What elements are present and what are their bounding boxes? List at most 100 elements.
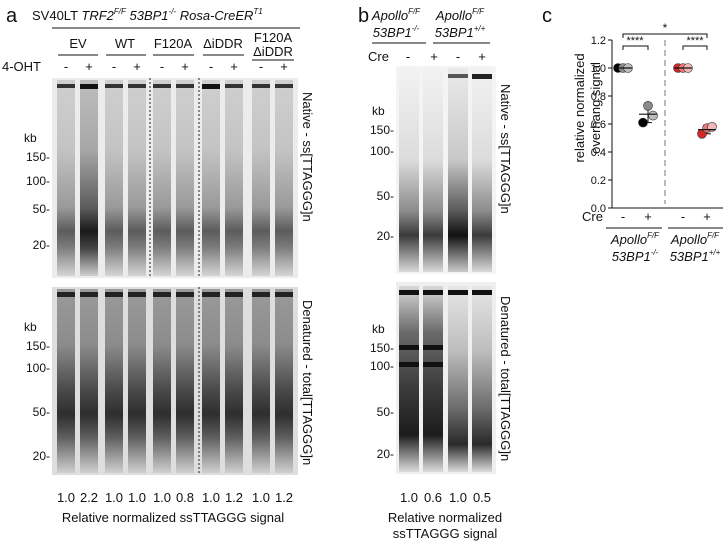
- panel-c: c relative normalized overhang signal 0.…: [542, 5, 723, 264]
- c-genotype-2-line1: ApolloF/F: [670, 231, 720, 247]
- svg-text:20-: 20-: [377, 229, 394, 243]
- c-treatment-signs: - + - +: [621, 209, 711, 224]
- ladder-top: 150- 100- 50- 20-: [26, 150, 50, 252]
- c-genotype-1-line1: ApolloF/F: [610, 231, 660, 247]
- svg-text:20-: 20-: [33, 238, 50, 252]
- group-label-wt: WT: [115, 36, 135, 51]
- b-gel-label-denatured: Denatured - total[TTAGGG]n: [498, 296, 513, 461]
- svg-text:0.5: 0.5: [473, 490, 491, 505]
- c-genotype-2-line2: 53BP1+/+: [670, 248, 721, 264]
- treatment-label-4oht: 4-OHT: [2, 59, 41, 74]
- svg-text:-: -: [406, 49, 410, 64]
- svg-text:-: -: [681, 209, 685, 224]
- b-gel-label-native: Native - ss[TTAGGG]n: [498, 84, 513, 214]
- sign-minus: -: [259, 59, 263, 74]
- group-label-idddr: ΔiDDR: [203, 36, 243, 51]
- svg-text:150-: 150-: [370, 341, 394, 355]
- well-bands: [399, 290, 492, 367]
- svg-text:100-: 100-: [370, 144, 394, 158]
- svg-text:100-: 100-: [370, 359, 394, 373]
- lane-signs: - + - + - + - + - +: [64, 59, 288, 74]
- b-lane-signs: - + - +: [406, 49, 486, 64]
- svg-text:1.0: 1.0: [449, 490, 467, 505]
- sign-minus: -: [160, 59, 164, 74]
- gel-lanes: [57, 289, 293, 473]
- panel-a-letter: a: [6, 5, 18, 27]
- kb-label: kb: [24, 131, 37, 145]
- b-genotype-2-line2: 53BP1+/+: [435, 24, 486, 40]
- svg-text:100-: 100-: [26, 361, 50, 375]
- svg-text:150-: 150-: [370, 123, 394, 137]
- c-y-tick-label: 1.0: [591, 63, 606, 75]
- well-bands: [57, 292, 293, 297]
- sign-plus: +: [85, 59, 93, 74]
- svg-text:1.0: 1.0: [105, 490, 123, 505]
- svg-text:1.0: 1.0: [202, 490, 220, 505]
- kb-label: kb: [372, 104, 385, 118]
- group-label-f120a-combo: F120A: [254, 30, 293, 45]
- sign-plus: +: [280, 59, 288, 74]
- svg-text:50-: 50-: [33, 202, 50, 216]
- b-genotype-1-line2: 53BP1-/-: [373, 24, 420, 40]
- gel-b-denatured: [396, 282, 496, 474]
- svg-text:2.2: 2.2: [80, 490, 98, 505]
- c-genotype-1-line2: 53BP1-/-: [612, 248, 659, 264]
- b-genotype-2-line1: ApolloF/F: [435, 7, 485, 23]
- b-genotype-1-line1: ApolloF/F: [371, 7, 421, 23]
- gel-a-denatured: [52, 287, 298, 475]
- gel-a-native: [52, 78, 298, 278]
- c-y-tick-label: 1.2: [591, 35, 606, 47]
- c-data-point: [648, 110, 658, 121]
- ladder-b-top: 150- 100- 50- 20-: [370, 123, 394, 243]
- sign-minus: -: [209, 59, 213, 74]
- svg-text:1.0: 1.0: [252, 490, 270, 505]
- svg-text:-: -: [456, 49, 460, 64]
- panel-b: b ApolloF/F 53BP1-/- ApolloF/F 53BP1+/+ …: [358, 5, 513, 541]
- kb-label: kb: [24, 320, 37, 334]
- kb-label: kb: [372, 322, 385, 336]
- quant-values-a: 1.0 2.2 1.0 1.0 1.0 0.8 1.0 1.2 1.0 1.2: [57, 490, 293, 505]
- b-treatment-cre: Cre: [368, 49, 389, 64]
- footer-b-line1: Relative normalized: [388, 510, 502, 525]
- well-bands: [57, 84, 293, 89]
- c-sig-bracket-between: [622, 33, 708, 38]
- c-treatment-cre: Cre: [582, 209, 603, 224]
- svg-text:+: +: [703, 209, 711, 224]
- svg-text:+: +: [430, 49, 438, 64]
- ladder-bottom: 150- 100- 50- 20-: [26, 339, 50, 463]
- svg-text:150-: 150-: [26, 150, 50, 164]
- svg-text:50-: 50-: [33, 405, 50, 419]
- sign-minus: -: [112, 59, 116, 74]
- svg-text:1.0: 1.0: [57, 490, 75, 505]
- c-data-point: [643, 101, 653, 111]
- sign-plus: +: [181, 59, 189, 74]
- svg-text:1.0: 1.0: [400, 490, 418, 505]
- svg-text:150-: 150-: [26, 339, 50, 353]
- c-y-tick-label: 0.8: [591, 91, 606, 103]
- c-sig-right: ****: [686, 35, 704, 47]
- svg-text:50-: 50-: [377, 189, 394, 203]
- c-plot-area: [613, 63, 717, 139]
- svg-text:1.2: 1.2: [225, 490, 243, 505]
- panel-a-genotype-header: SV40LT TRF2F/F 53BP1-/- Rosa-CreERT1: [32, 7, 263, 23]
- panel-a: a SV40LT TRF2F/F 53BP1-/- Rosa-CreERT1 E…: [2, 5, 315, 525]
- footer-b-line2: ssTTAGGG signal: [393, 526, 498, 541]
- c-y-tick-label: 0.0: [591, 203, 606, 215]
- svg-text:0.8: 0.8: [176, 490, 194, 505]
- c-ylabel-line1: relative normalized: [572, 53, 587, 162]
- svg-text:100-: 100-: [26, 174, 50, 188]
- c-sig-bracket-left: [622, 45, 649, 50]
- sign-plus: +: [133, 59, 141, 74]
- gel-b-native: [396, 66, 496, 274]
- c-y-axis: 0.0 0.2 0.4 0.6 0.8 1.0 1.2: [591, 35, 723, 215]
- group-label-ev: EV: [69, 36, 87, 51]
- svg-text:+: +: [478, 49, 486, 64]
- c-y-tick-label: 0.2: [591, 175, 606, 187]
- c-sig-bracket-right: [682, 45, 708, 50]
- c-ylabel-line2: overhang signal: [588, 62, 603, 154]
- svg-text:20-: 20-: [33, 449, 50, 463]
- sign-plus: +: [230, 59, 238, 74]
- c-sig-left: ****: [626, 35, 644, 47]
- svg-text:50-: 50-: [377, 405, 394, 419]
- panel-c-letter: c: [542, 5, 552, 27]
